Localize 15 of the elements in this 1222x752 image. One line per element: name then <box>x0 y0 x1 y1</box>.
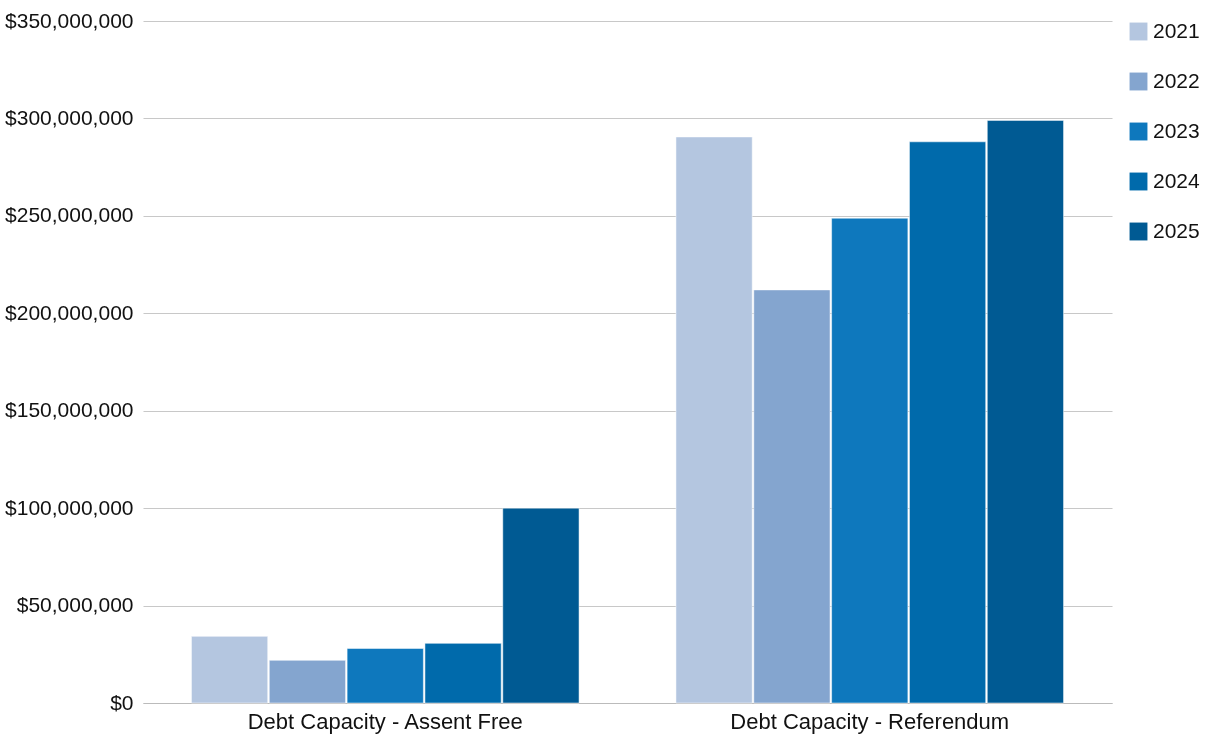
legend-label: 2025 <box>1153 218 1200 242</box>
y-tick-label: $100,000,000 <box>5 495 134 519</box>
x-tick-label: Debt Capacity - Referendum <box>730 708 1010 734</box>
legend-label: 2022 <box>1153 68 1200 92</box>
legend-label: 2024 <box>1153 168 1201 192</box>
x-tick-label: Debt Capacity - Assent Free <box>247 708 523 734</box>
legend-label: 2021 <box>1153 18 1200 42</box>
y-tick-label: $50,000,000 <box>16 593 134 617</box>
y-tick-label: $250,000,000 <box>5 203 134 227</box>
y-tick-label: $150,000,000 <box>5 398 134 422</box>
y-tick-label: $300,000,000 <box>5 105 134 129</box>
y-tick-label: $200,000,000 <box>5 300 134 324</box>
y-tick-label: $0 <box>110 690 134 714</box>
y-tick-label: $350,000,000 <box>5 8 134 32</box>
legend-label: 2023 <box>1153 118 1200 142</box>
